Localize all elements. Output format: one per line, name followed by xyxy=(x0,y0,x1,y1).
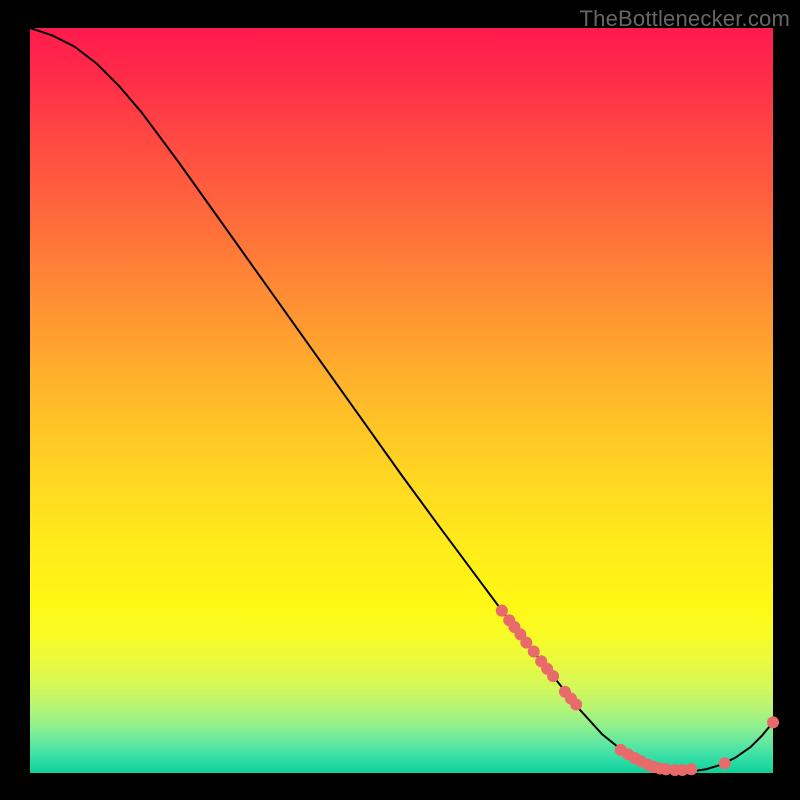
data-marker xyxy=(547,670,559,682)
data-marker xyxy=(570,698,582,710)
watermark-text: TheBottlenecker.com xyxy=(580,6,790,32)
chart-stage: TheBottlenecker.com xyxy=(0,0,800,800)
data-marker xyxy=(528,646,540,658)
data-marker xyxy=(496,605,508,617)
data-marker xyxy=(685,763,697,775)
bottleneck-chart xyxy=(0,0,800,800)
data-marker xyxy=(767,716,779,728)
plot-background xyxy=(30,28,773,773)
data-marker xyxy=(719,757,731,769)
